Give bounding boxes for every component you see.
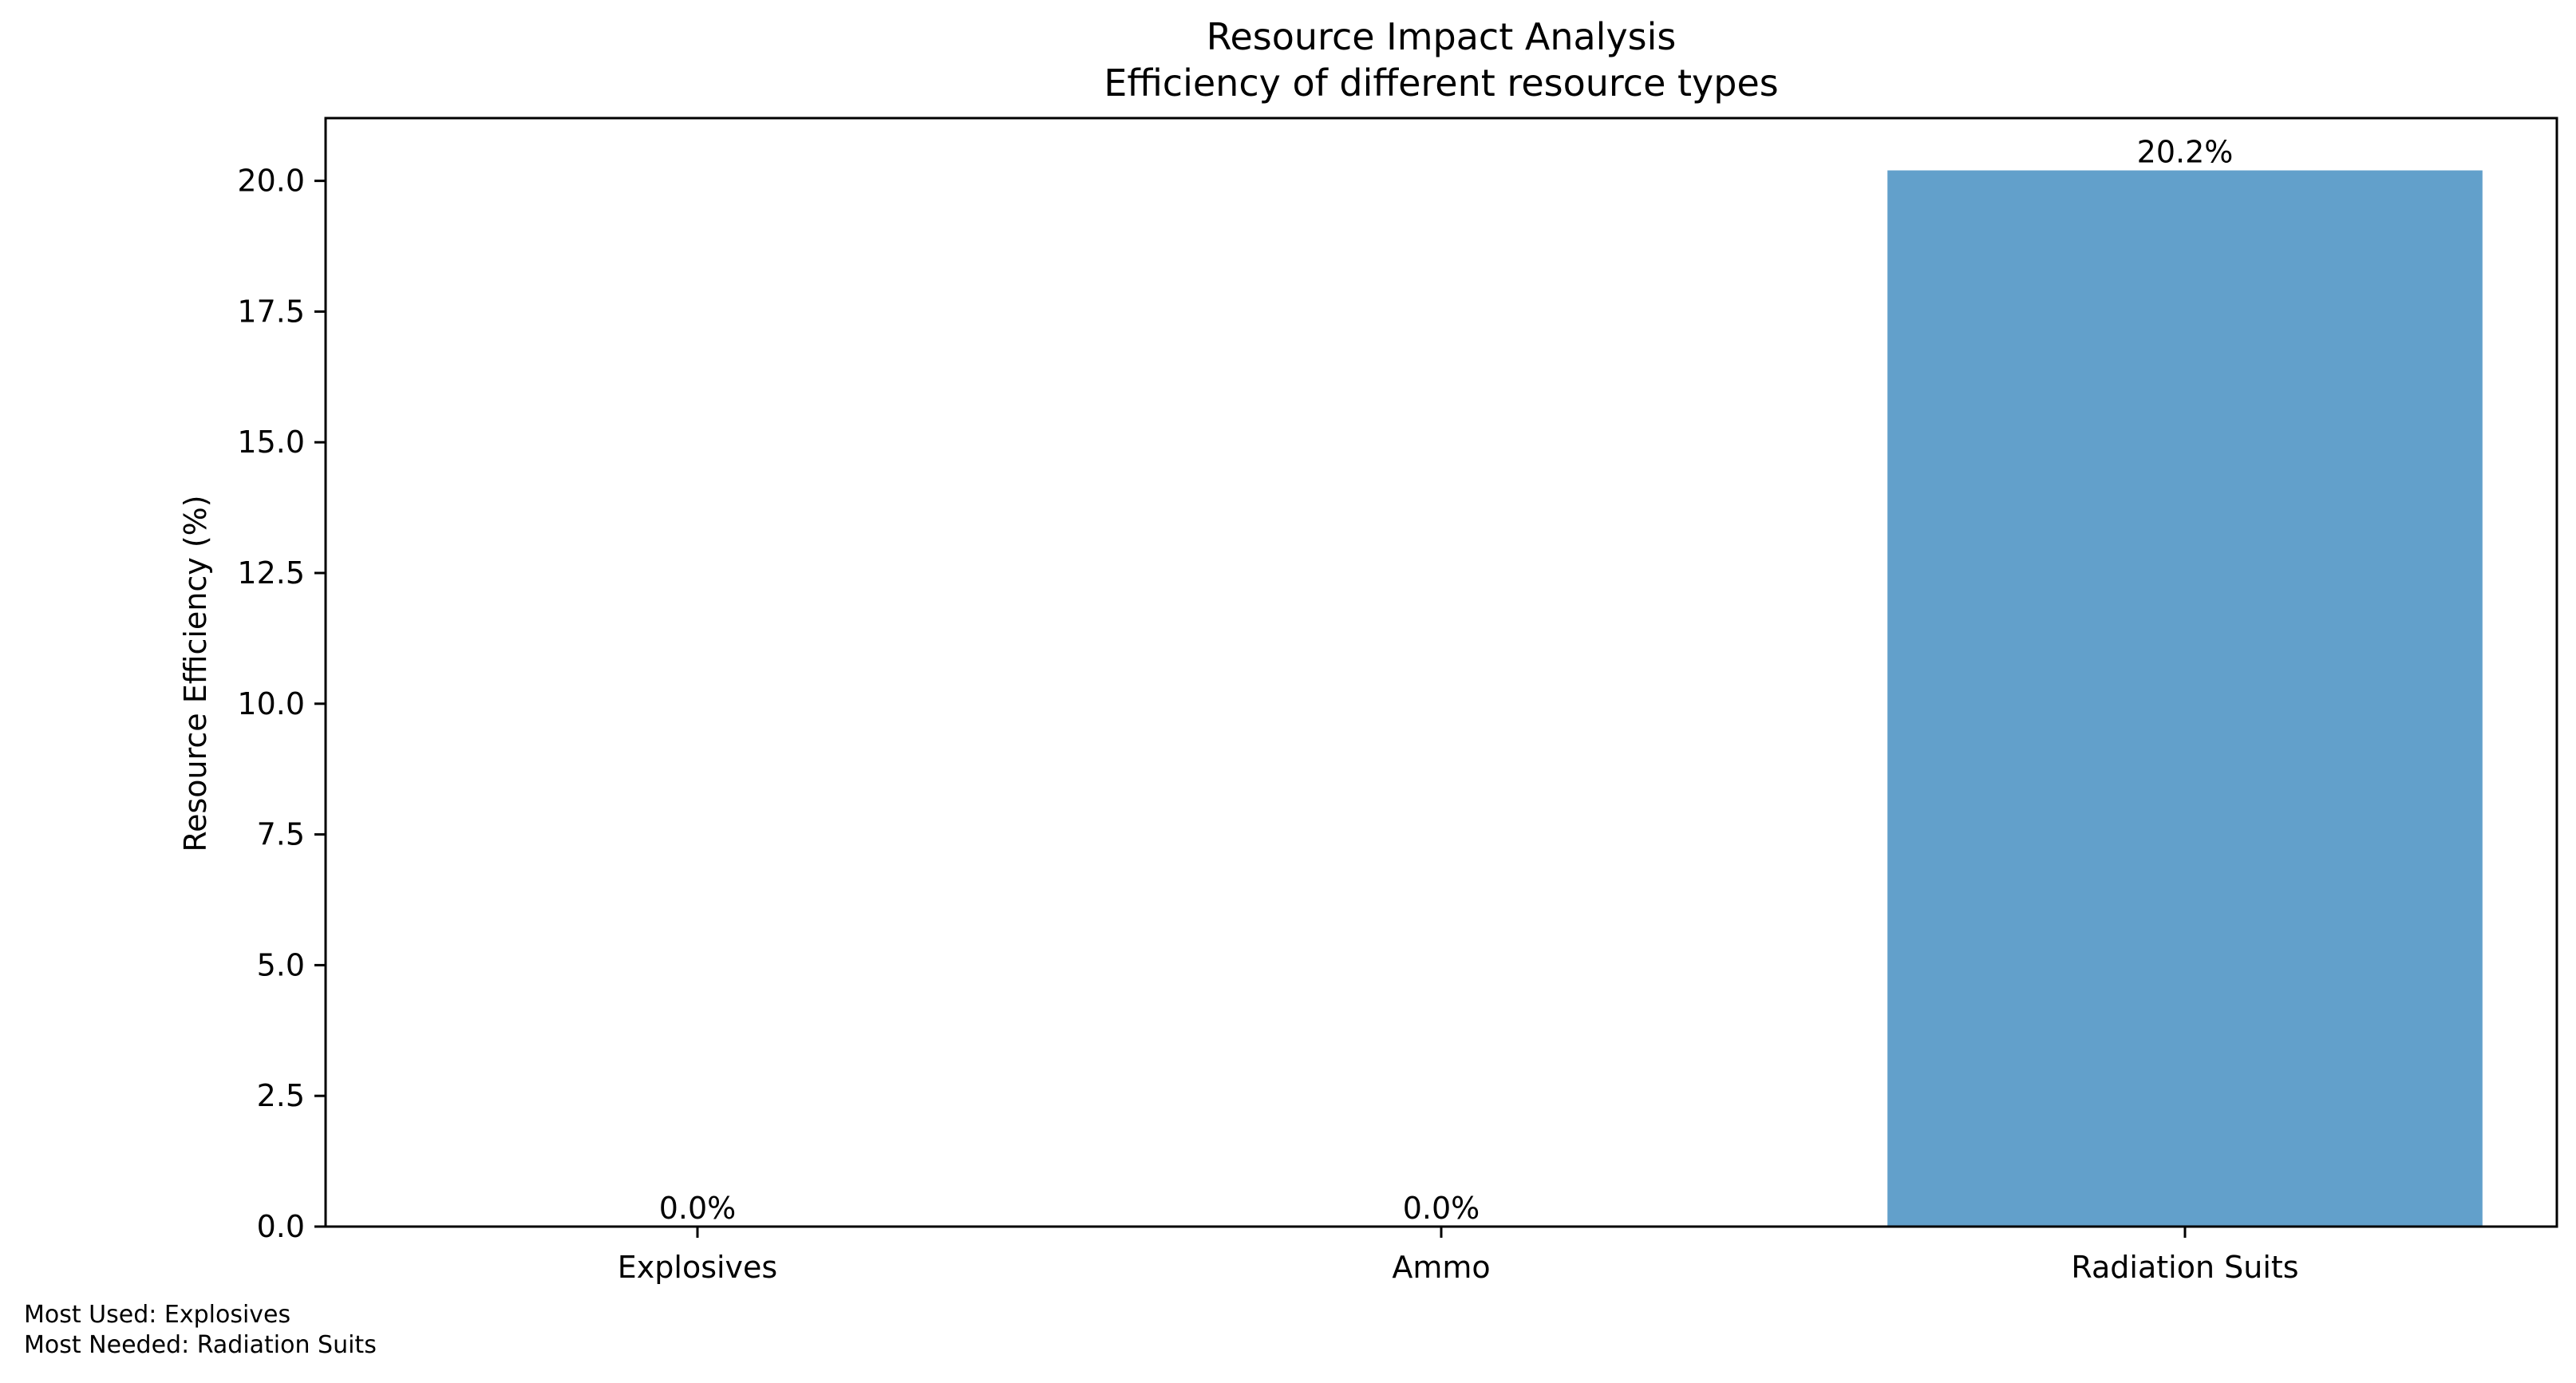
x-tick-label: Explosives [618, 1250, 777, 1285]
y-tick-label: 7.5 [257, 817, 305, 852]
chart-title: Resource Impact Analysis [1207, 15, 1677, 58]
y-axis: 0.0 2.5 5.0 7.5 10.0 12.5 15.0 17.5 20.0 [237, 164, 326, 1244]
y-tick-label: 10.0 [237, 686, 305, 721]
chart-subtitle: Efficiency of different resource types [1104, 61, 1778, 105]
bar-2 [1887, 170, 2483, 1227]
y-tick-label: 20.0 [237, 164, 305, 199]
x-axis: Explosives Ammo Radiation Suits [618, 1227, 2299, 1285]
bar-value-label: 0.0% [659, 1191, 737, 1226]
y-axis-label: Resource Efficiency (%) [178, 495, 213, 852]
y-tick-label: 15.0 [237, 425, 305, 460]
y-tick-label: 17.5 [237, 294, 305, 329]
most-needed-note: Most Needed: Radiation Suits [24, 1331, 377, 1359]
y-tick-label: 0.0 [257, 1209, 305, 1244]
x-tick-label: Radiation Suits [2071, 1250, 2298, 1285]
bar-value-label: 20.2% [2137, 135, 2234, 170]
y-tick-label: 5.0 [257, 947, 305, 982]
y-tick-label: 12.5 [237, 555, 305, 591]
value-labels-layer: 0.0% 0.0% 20.2% [659, 135, 2234, 1226]
bars-layer [1887, 170, 2483, 1227]
y-tick-label: 2.5 [257, 1078, 305, 1113]
plot-frame [324, 117, 2558, 1228]
most-used-note: Most Used: Explosives [24, 1301, 291, 1329]
x-tick-label: Ammo [1392, 1250, 1490, 1285]
bar-value-label: 0.0% [1403, 1191, 1480, 1226]
